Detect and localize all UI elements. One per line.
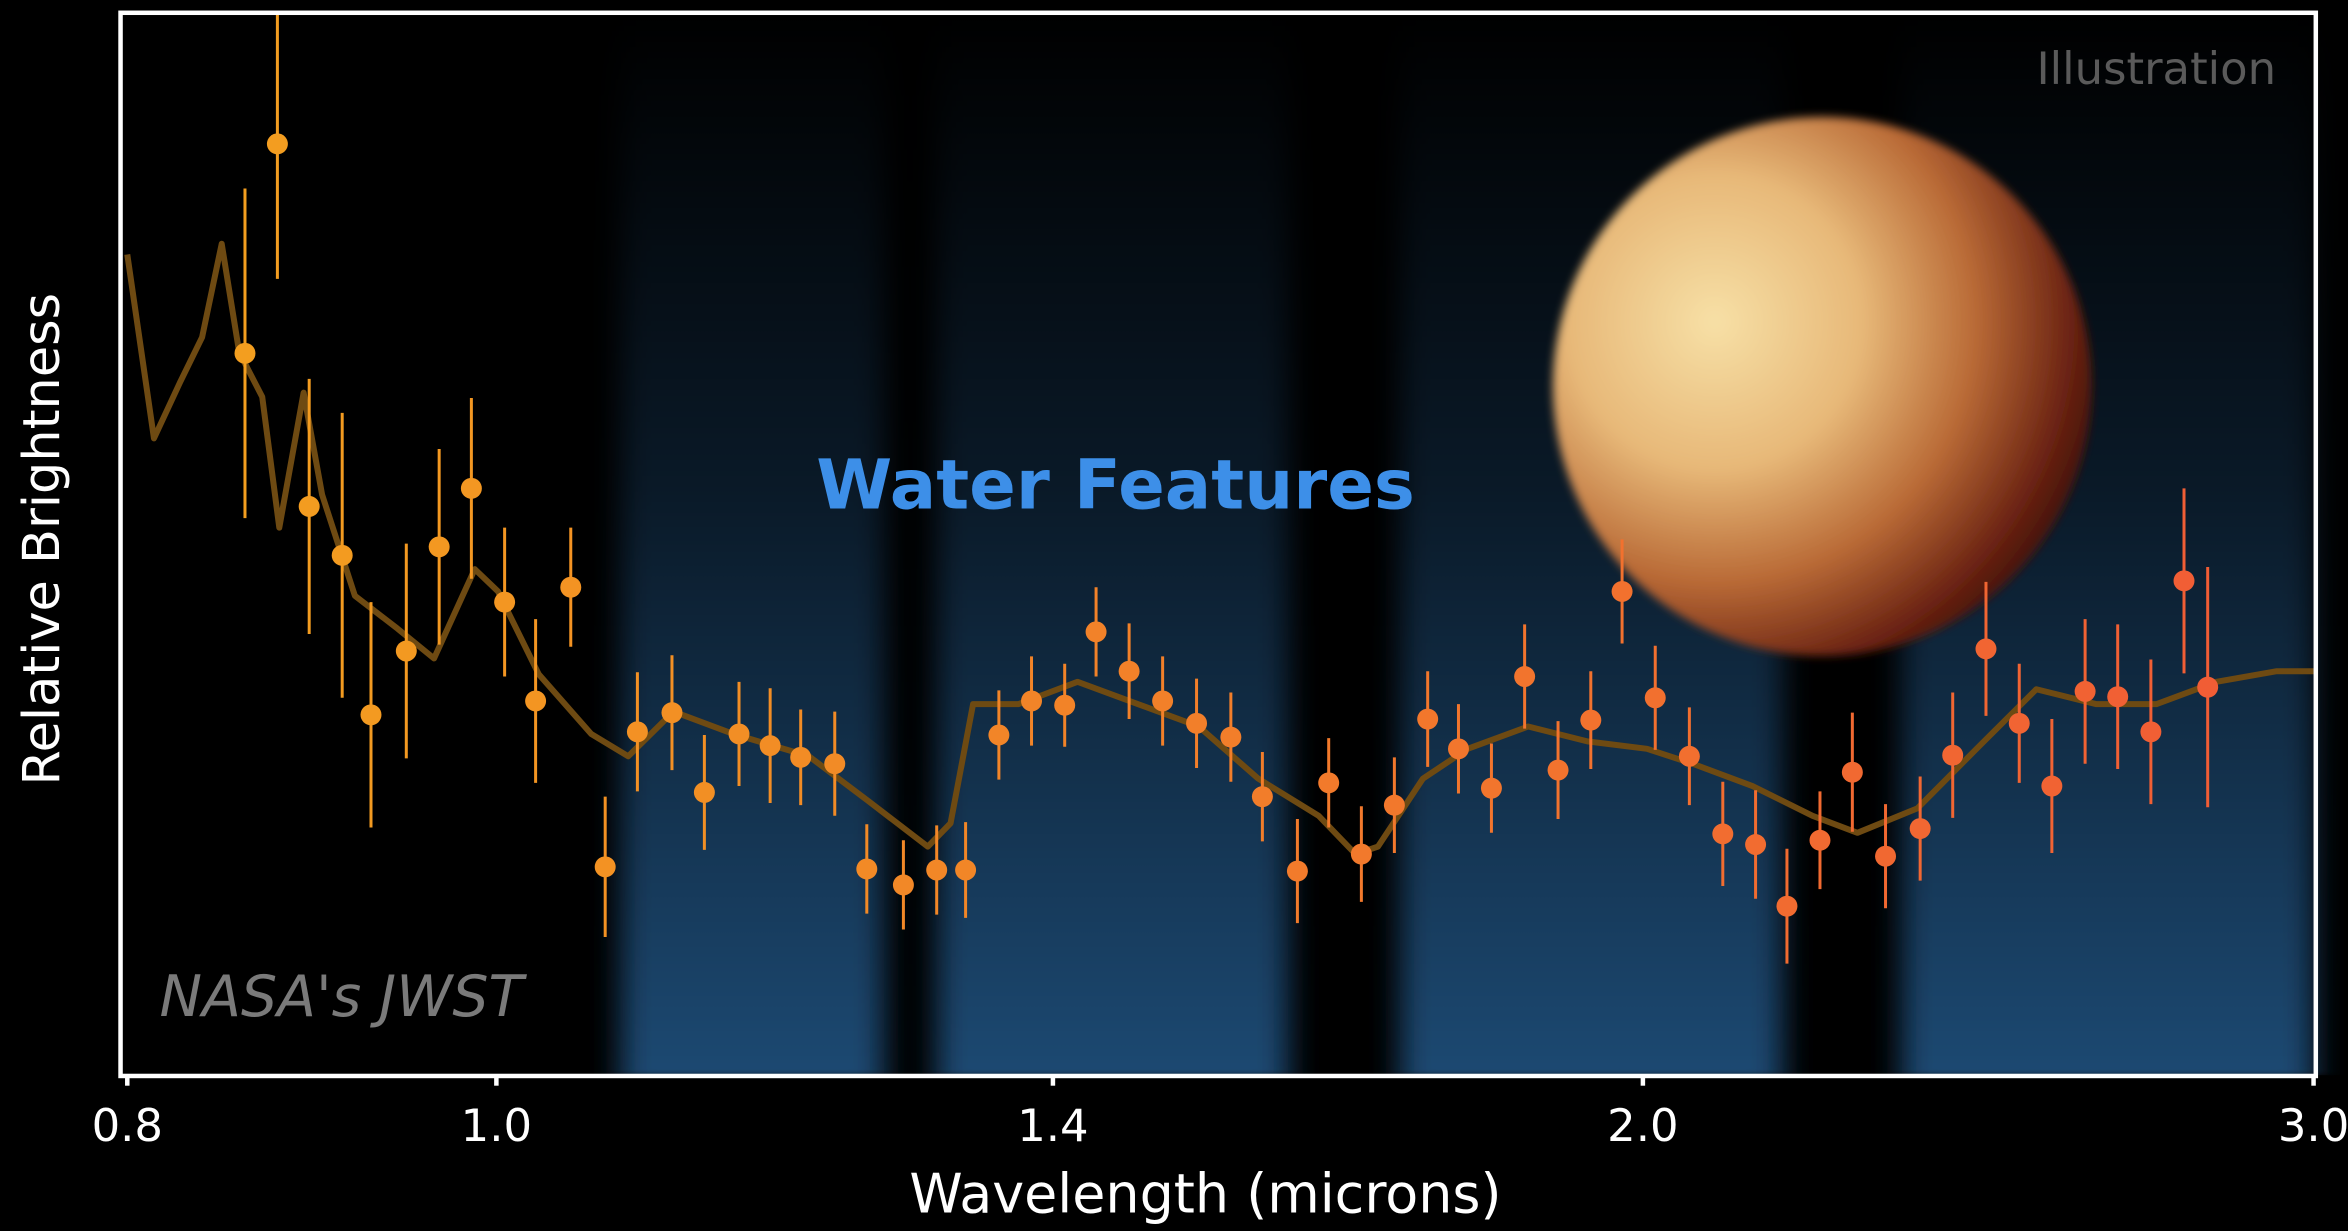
- data-point: [2173, 570, 2195, 592]
- data-point: [1383, 794, 1405, 816]
- data-point: [1712, 823, 1734, 845]
- data-point: [266, 133, 288, 155]
- water-features-label: Water Features: [816, 446, 1415, 526]
- x-tick-label: 1.4: [1017, 1099, 1088, 1152]
- data-point: [1514, 666, 1536, 688]
- data-point: [395, 640, 417, 662]
- data-point: [1809, 829, 1831, 851]
- data-point: [759, 735, 781, 757]
- data-point: [494, 591, 516, 613]
- data-point: [1021, 690, 1043, 712]
- data-point: [1644, 687, 1666, 709]
- plot-area: [124, 13, 2314, 964]
- credit: NASA's JWST: [160, 964, 528, 1030]
- data-point: [1678, 745, 1700, 767]
- data-point: [1580, 709, 1602, 731]
- data-point: [1480, 777, 1502, 799]
- data-point: [693, 781, 715, 803]
- model-line: [124, 240, 2314, 858]
- planet-illustration: [1552, 116, 2092, 656]
- data-point: [1875, 845, 1897, 867]
- data-point: [824, 753, 846, 775]
- data-point: [1152, 690, 1174, 712]
- band-group: [620, 12, 2314, 1076]
- water-band: [620, 12, 884, 1076]
- data-point: [2074, 680, 2096, 702]
- x-tick-label: 0.8: [92, 1099, 163, 1152]
- x-tick-label: 3.0: [2278, 1099, 2348, 1152]
- data-point: [626, 721, 648, 743]
- data-point: [955, 859, 977, 881]
- data-point: [1220, 726, 1242, 748]
- frame: [118, 10, 2319, 1079]
- data-point: [1350, 843, 1372, 865]
- data-point: [460, 477, 482, 499]
- data-point: [1118, 660, 1140, 682]
- x-axis-label: Wavelength (microns): [909, 1163, 1501, 1226]
- data-point: [2041, 775, 2063, 797]
- data-point: [1909, 818, 1931, 840]
- data-point: [360, 704, 382, 726]
- data-point: [1286, 860, 1308, 882]
- data-point: [1611, 580, 1633, 602]
- data-point: [1942, 744, 1964, 766]
- data-point: [1186, 712, 1208, 734]
- data-point: [298, 495, 320, 517]
- data-point: [1547, 759, 1569, 781]
- data-point: [594, 856, 616, 878]
- x-tick-label: 2.0: [1607, 1099, 1678, 1152]
- data-point: [1745, 834, 1767, 855]
- data-point: [1975, 638, 1997, 660]
- data-point: [2008, 712, 2030, 734]
- data-point: [661, 702, 683, 724]
- data-point: [1447, 738, 1469, 760]
- data-point: [331, 544, 353, 566]
- data-point: [1417, 708, 1439, 730]
- data-point: [525, 690, 547, 712]
- y-axis-label: Relative Brightness: [13, 293, 72, 786]
- illustration-label: Illustration: [2036, 42, 2276, 95]
- data-point: [1054, 694, 1076, 716]
- data-point: [2107, 686, 2129, 708]
- data-point: [1776, 895, 1798, 917]
- data-point: [1251, 786, 1273, 808]
- data-point: [2140, 721, 2162, 743]
- data-point: [2197, 676, 2219, 698]
- data-point: [892, 874, 914, 896]
- data-point: [1085, 621, 1107, 643]
- data-point: [856, 858, 878, 880]
- data-point: [1841, 761, 1863, 783]
- data-point: [988, 724, 1010, 746]
- data-point: [428, 536, 450, 558]
- water-band: [936, 12, 1289, 1076]
- data-point: [234, 342, 256, 364]
- data-point: [560, 576, 582, 598]
- x-tick-label: 1.0: [461, 1099, 532, 1152]
- data-point: [926, 859, 948, 881]
- data-point: [728, 723, 750, 745]
- data-point: [1318, 772, 1340, 794]
- data-point: [790, 746, 812, 768]
